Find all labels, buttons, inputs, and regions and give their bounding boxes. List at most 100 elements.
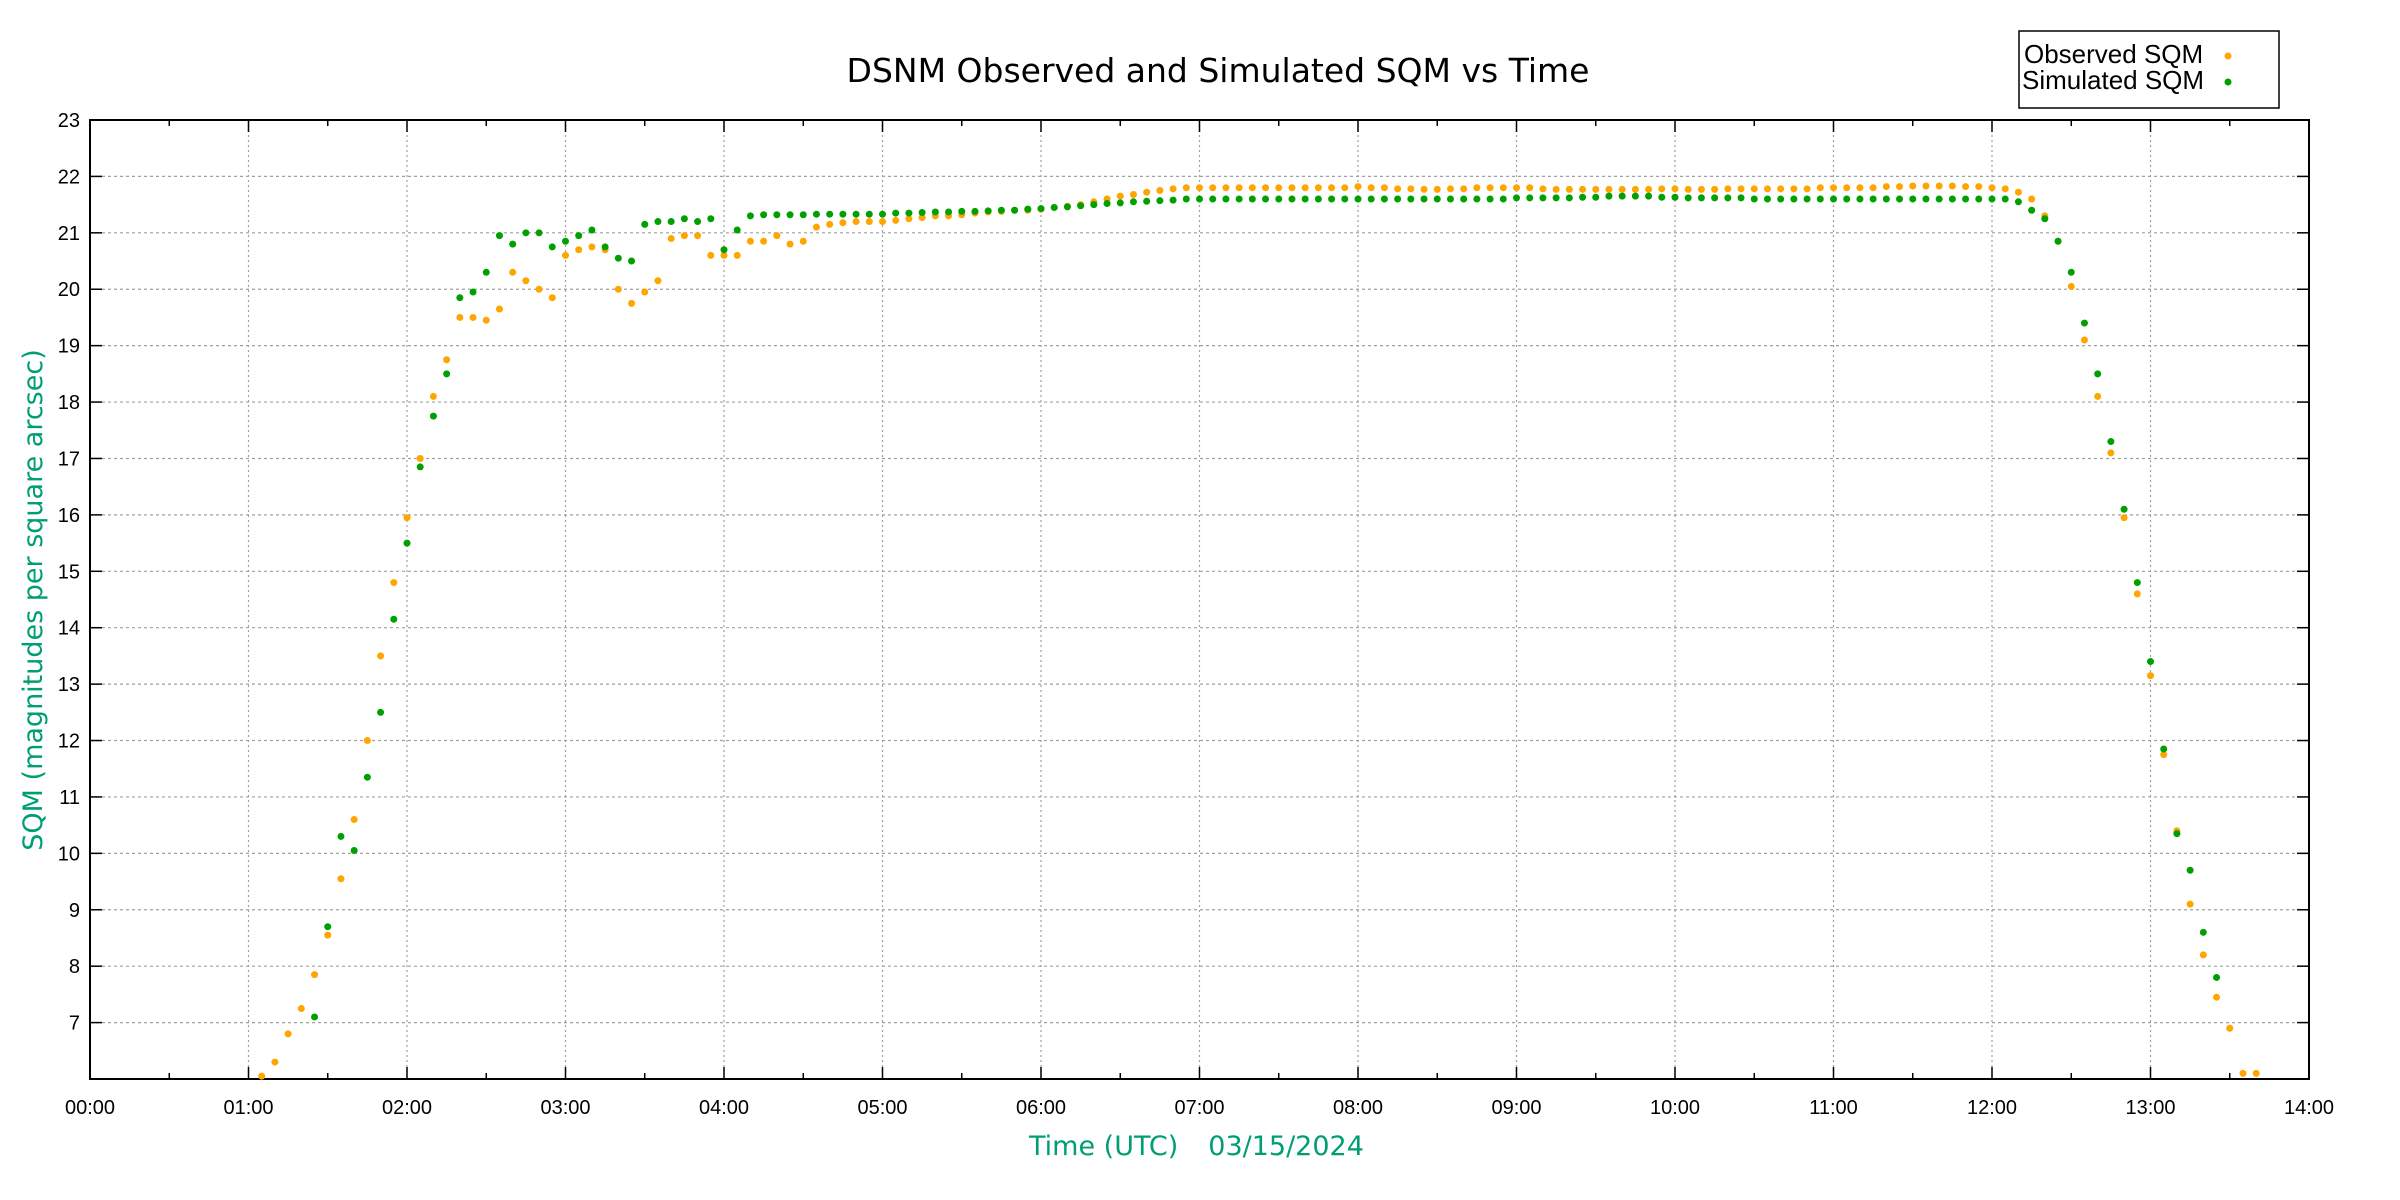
simulated-point [1156, 197, 1164, 205]
y-tick-label: 11 [59, 787, 80, 809]
observed-point [1513, 184, 1520, 192]
simulated-point [1962, 195, 1970, 203]
simulated-point [311, 1013, 319, 1021]
observed-point [746, 237, 754, 245]
simulated-point [1222, 195, 1230, 203]
observed-point [1935, 182, 1943, 190]
simulated-point [2107, 438, 2115, 446]
series-observed [258, 182, 2260, 1080]
simulated-point [971, 207, 979, 215]
simulated-point [1182, 195, 1190, 203]
observed-point [1380, 184, 1388, 192]
simulated-point [1446, 195, 1454, 203]
x-tick-label: 07:00 [1174, 1097, 1224, 1119]
simulated-point [482, 268, 490, 276]
simulated-point [997, 206, 1005, 214]
observed-point [1803, 185, 1811, 193]
observed-point [2226, 1024, 2234, 1032]
grid [90, 120, 2309, 1079]
simulated-point [363, 773, 371, 781]
y-tick-label: 15 [58, 561, 80, 583]
simulated-point [1697, 194, 1705, 202]
observed-point [2147, 672, 2154, 680]
observed-point [1552, 185, 1560, 193]
simulated-point [1579, 193, 1587, 201]
simulated-point [429, 412, 437, 420]
simulated-point [548, 243, 556, 251]
observed-point [1407, 185, 1415, 193]
simulated-point [892, 209, 900, 217]
observed-point [1922, 182, 1930, 190]
simulated-point [667, 218, 675, 226]
observed-point [1262, 184, 1270, 192]
simulated-point [1499, 195, 1507, 203]
observed-point [1816, 184, 1824, 192]
y-tick-label: 19 [58, 336, 80, 358]
simulated-point [2173, 830, 2181, 838]
simulated-point [1539, 194, 1547, 202]
simulated-point [628, 257, 636, 265]
simulated-point [1711, 194, 1719, 202]
observed-point [1671, 185, 1679, 193]
y-tick-label: 23 [58, 110, 80, 132]
observed-point [1526, 184, 1534, 192]
observed-point [680, 232, 688, 240]
observed-point [403, 514, 411, 522]
simulated-point [324, 923, 332, 931]
observed-point [456, 313, 464, 321]
simulated-point [562, 237, 569, 245]
simulated-point [812, 210, 820, 218]
simulated-point [707, 215, 715, 223]
observed-point [2199, 951, 2207, 959]
simulated-point [1394, 195, 1402, 203]
observed-point [1697, 185, 1705, 193]
simulated-point [826, 210, 834, 218]
observed-point [2107, 449, 2115, 457]
observed-point [363, 737, 371, 745]
simulated-point [1262, 195, 1270, 203]
x-tick-label: 10:00 [1650, 1097, 1700, 1119]
y-tick-label: 13 [58, 674, 80, 696]
simulated-point [1209, 195, 1217, 203]
simulated-point [931, 208, 939, 216]
simulated-point [2041, 215, 2049, 223]
simulated-point [1605, 192, 1613, 200]
simulated-point [1196, 195, 1203, 203]
data-points [258, 182, 2260, 1080]
simulated-point [2001, 195, 2009, 203]
observed-point [1737, 185, 1745, 193]
observed-point [416, 454, 424, 462]
observed-point [641, 288, 649, 296]
observed-point [588, 243, 596, 251]
simulated-point [2160, 745, 2168, 753]
observed-point [1116, 192, 1124, 200]
simulated-point [1129, 198, 1137, 206]
simulated-point [865, 210, 873, 218]
simulated-point [720, 246, 728, 254]
simulated-point [1248, 195, 1256, 203]
simulated-point [1645, 192, 1653, 200]
simulated-point [1618, 192, 1626, 200]
simulated-point [1433, 195, 1441, 203]
simulated-point [1024, 205, 1032, 213]
simulated-point [1526, 194, 1534, 202]
observed-point [1196, 184, 1203, 192]
x-tick-label: 01:00 [223, 1097, 273, 1119]
observed-point [667, 234, 675, 242]
observed-point [1433, 185, 1441, 193]
y-tick-label: 16 [58, 505, 80, 527]
observed-point [1143, 188, 1151, 196]
observed-point [482, 316, 490, 324]
simulated-point [1328, 195, 1336, 203]
simulated-point [1552, 194, 1560, 202]
x-axis-date: 03/15/2024 [1208, 1131, 1364, 1162]
simulated-point [654, 218, 662, 226]
simulated-point [2054, 237, 2062, 245]
observed-point [548, 294, 556, 302]
simulated-point [1816, 195, 1824, 203]
observed-point [720, 251, 728, 259]
observed-point [2160, 751, 2168, 759]
simulated-point [1592, 193, 1600, 201]
observed-point [1843, 184, 1851, 192]
simulated-point [390, 615, 398, 623]
